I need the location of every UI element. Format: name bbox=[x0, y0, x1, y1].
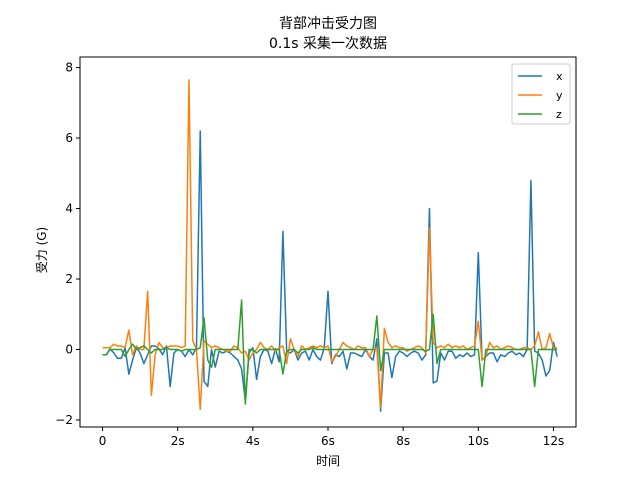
legend-label-y: y bbox=[556, 89, 563, 102]
y-tick-label: 4 bbox=[65, 202, 73, 216]
x-tick-label: 0 bbox=[99, 434, 107, 448]
ticks-layer: 0 2s 4s 6s 8s 10s 12s −2 0 2 4 6 8 bbox=[55, 61, 564, 448]
x-tick-label: 12s bbox=[543, 434, 565, 448]
legend-box bbox=[511, 63, 571, 125]
x-tick-label: 6s bbox=[321, 434, 335, 448]
x-tick-label: 2s bbox=[171, 434, 185, 448]
plot-frame bbox=[79, 56, 577, 428]
y-tick-label: −2 bbox=[55, 413, 73, 427]
series-line-x bbox=[102, 130, 558, 412]
series-line-y bbox=[102, 79, 558, 411]
y-tick-label: 2 bbox=[65, 272, 73, 286]
legend: xyz bbox=[511, 63, 571, 125]
series-line-z bbox=[102, 299, 558, 405]
y-tick-label: 6 bbox=[65, 131, 73, 145]
chart-subtitle: 0.1s 采集一次数据 bbox=[269, 35, 387, 52]
legend-label-z: z bbox=[556, 108, 562, 121]
y-tick-label: 0 bbox=[65, 342, 73, 356]
x-tick-label: 8s bbox=[396, 434, 410, 448]
y-tick-label: 8 bbox=[65, 61, 73, 75]
legend-label-x: x bbox=[556, 70, 563, 83]
x-tick-label: 10s bbox=[468, 434, 490, 448]
y-axis-label: 受力 (G) bbox=[35, 227, 49, 273]
x-tick-label: 4s bbox=[246, 434, 260, 448]
x-axis-label: 时间 bbox=[316, 454, 340, 468]
chart-title: 背部冲击受力图 bbox=[279, 16, 377, 32]
series-layer bbox=[102, 79, 558, 412]
